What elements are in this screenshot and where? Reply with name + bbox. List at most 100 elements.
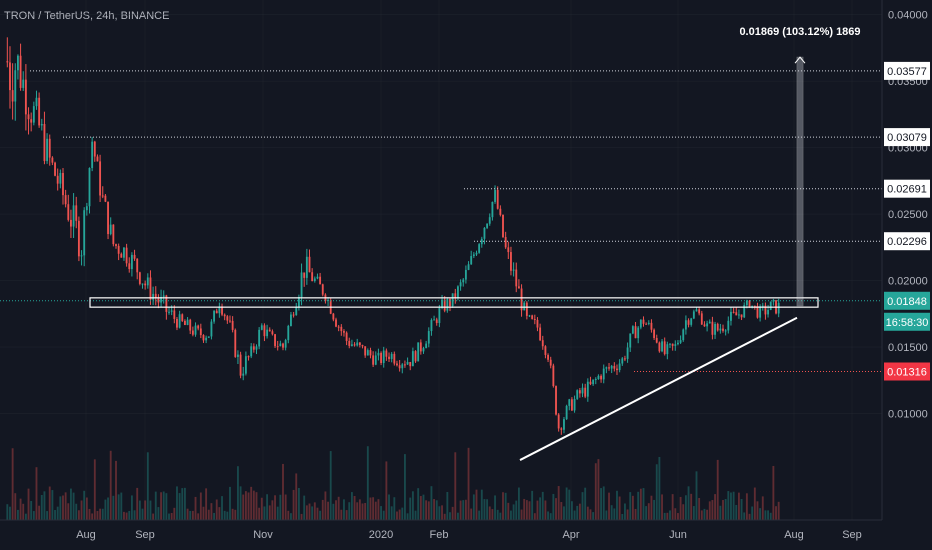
candle-body (761, 305, 764, 307)
volume-bar (88, 508, 91, 520)
candle-body (340, 326, 343, 332)
candle-body (682, 329, 685, 341)
volume-bar (624, 503, 626, 520)
candle-body (123, 247, 125, 258)
volume-bar (207, 509, 210, 520)
candle-body (435, 319, 438, 324)
candle-body (483, 227, 486, 239)
x-tick-label: Aug (76, 529, 96, 541)
volume-bar (348, 502, 351, 520)
volume-bar (663, 512, 666, 520)
volume-bar (67, 503, 70, 520)
chart-grid (0, 0, 882, 520)
volume-bar (380, 506, 382, 520)
volume-bar (234, 509, 237, 520)
candle-body (138, 272, 141, 284)
volume-bar (459, 500, 462, 520)
volume-bar (59, 496, 62, 520)
volume-bar (531, 490, 534, 520)
volume-bar (83, 490, 86, 520)
volume-bar (178, 493, 181, 520)
candle-body (406, 361, 409, 365)
candle-body (486, 223, 489, 228)
candle-body (162, 295, 165, 297)
volume-bar (332, 503, 335, 520)
candle-body (258, 329, 261, 347)
volume-bar (449, 512, 451, 520)
candle-body (284, 340, 287, 348)
volume-bar (202, 506, 205, 520)
volume-bar (136, 487, 139, 520)
candle-body (454, 293, 457, 299)
candle-body (745, 300, 748, 306)
volume-bar (692, 506, 695, 520)
candle-body (507, 247, 510, 253)
candle-body (578, 390, 581, 394)
candle-body (6, 61, 9, 63)
candle-body (348, 340, 351, 346)
candle-body (748, 300, 751, 308)
candle-body (409, 361, 412, 367)
candle-body (295, 307, 298, 316)
volume-bar (9, 506, 11, 520)
candle-body (669, 343, 671, 345)
candles (6, 37, 780, 435)
volume-bar (173, 507, 176, 520)
volume-bar (486, 499, 489, 520)
candle-body (655, 337, 658, 343)
candle-body (459, 282, 462, 287)
candle-body (27, 114, 30, 120)
volume-bar (123, 511, 125, 520)
y-tick-label: 0.02000 (888, 276, 928, 288)
volume-bar (223, 510, 226, 520)
volume-bar (170, 512, 173, 520)
candle-body (229, 320, 231, 322)
candle-body (130, 254, 133, 270)
volume-bar (64, 492, 67, 520)
price-tags: 0.03577 0.03079 0.02691 0.02296 0.01848 16:58… (884, 61, 930, 381)
volume-bar (157, 507, 160, 520)
candle-body (109, 224, 112, 235)
y-tick-label: 0.04000 (888, 10, 928, 22)
candle-body (557, 414, 560, 429)
volume-bar (120, 492, 123, 520)
time-axis[interactable]: Aug Sep Nov 2020 Feb Apr Jun Aug Sep (0, 519, 882, 541)
volume-bar (544, 500, 547, 520)
volume-bar (761, 496, 764, 520)
volume-bar (467, 447, 470, 520)
candle-body (72, 205, 75, 227)
volume-bar (735, 504, 738, 520)
price-tag-label: 0.03079 (887, 132, 927, 144)
candle-body (271, 331, 274, 335)
candle-body (772, 300, 775, 302)
candle-body (242, 373, 245, 376)
volume-bar (329, 451, 332, 520)
volume-bar (263, 506, 266, 520)
candle-body (46, 138, 49, 162)
volume-bar (608, 492, 610, 520)
candle-body (584, 387, 587, 397)
candle-body (663, 341, 666, 355)
measure-bar (796, 56, 804, 307)
volume-bar (539, 497, 542, 520)
volume-bar (321, 499, 324, 520)
candle-body (621, 358, 624, 364)
symbol-title: TRON / TetherUS, 24h, BINANCE (4, 10, 170, 22)
candle-body (563, 419, 565, 430)
candle-body (695, 309, 698, 312)
candle-body (552, 365, 555, 387)
volume-bar (547, 511, 549, 520)
volume-bar (14, 493, 17, 520)
candle-body (700, 313, 703, 325)
volume-bar (101, 508, 104, 520)
volume-bar (472, 494, 475, 520)
candle-body (125, 247, 128, 264)
volume-bar (274, 495, 276, 520)
volume-bar (340, 509, 343, 520)
volume-bar (242, 494, 245, 520)
candle-body (547, 354, 549, 360)
volume-bar (661, 494, 663, 520)
candle-body (396, 363, 398, 366)
volume-bar (666, 512, 669, 520)
